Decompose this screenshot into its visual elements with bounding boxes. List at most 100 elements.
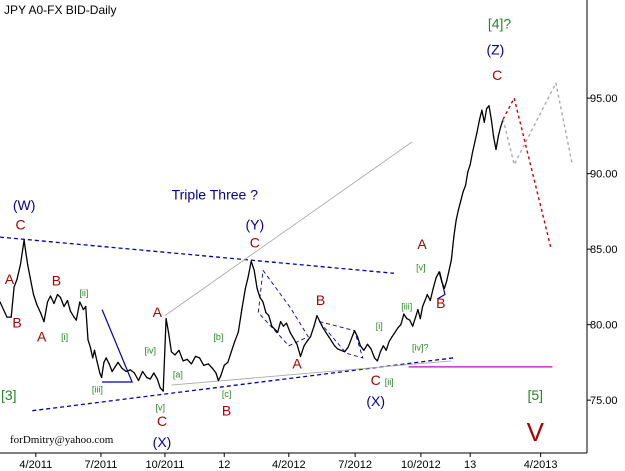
price-point	[493, 136, 495, 138]
wave-label: [iv]?	[412, 342, 429, 352]
price-point	[474, 141, 476, 143]
price-point	[220, 375, 222, 377]
price-point	[500, 126, 502, 128]
x-tick-label: 13	[464, 459, 476, 471]
price-point	[73, 316, 75, 318]
wave-label: (Y)	[245, 217, 264, 233]
price-point	[16, 278, 18, 280]
wave-label: B	[436, 295, 445, 311]
wave-label: [i]	[61, 332, 68, 342]
price-point	[347, 346, 349, 348]
price-point	[450, 259, 452, 261]
wave-label: B	[316, 292, 325, 308]
price-point	[13, 286, 15, 288]
wave-label: [5]	[528, 387, 544, 403]
price-point	[382, 345, 384, 347]
y-tick-label: 80.00	[590, 320, 618, 332]
series-layer	[0, 82, 573, 392]
price-point	[316, 315, 318, 317]
price-point	[32, 293, 35, 296]
price-point	[253, 269, 255, 271]
price-point	[426, 293, 428, 296]
y-tick-label: 90.00	[590, 169, 618, 181]
forecast-alt-series	[502, 82, 573, 166]
price-point	[93, 349, 96, 351]
x-tick-label: 4/2012	[272, 459, 306, 471]
wave-label: C	[157, 413, 167, 429]
price-point	[344, 351, 346, 353]
price-point	[66, 299, 69, 302]
price-point	[237, 331, 239, 333]
price-point	[217, 379, 219, 382]
price-point	[256, 287, 258, 289]
price-point	[43, 321, 45, 323]
price-point	[129, 369, 131, 371]
price-point	[455, 219, 457, 222]
price-point	[409, 319, 411, 321]
price-point	[388, 340, 390, 342]
price-point	[497, 135, 499, 137]
price-point	[356, 336, 359, 338]
price-point	[149, 378, 151, 380]
price-point	[96, 360, 98, 362]
price-point	[285, 322, 288, 324]
x-tick-label: 7/2012	[338, 459, 372, 471]
price-point	[438, 271, 440, 273]
wave-label: C	[371, 372, 381, 388]
price-point	[25, 251, 27, 253]
price-point	[262, 301, 264, 303]
price-point	[162, 390, 164, 392]
price-point	[199, 357, 201, 359]
price-point	[92, 357, 94, 359]
price-point	[89, 346, 91, 348]
price-point	[19, 263, 22, 265]
price-point	[153, 372, 155, 374]
price-point	[385, 349, 387, 351]
price-point	[306, 340, 308, 342]
price-point	[79, 301, 81, 303]
channel-line-5	[257, 270, 309, 347]
price-point	[370, 348, 372, 350]
price-point	[406, 318, 408, 320]
price-point	[0, 301, 1, 303]
price-point	[259, 296, 261, 299]
x-tick-label: 12	[218, 459, 230, 471]
price-point	[23, 239, 25, 241]
x-tick-label: 4/2013	[524, 459, 558, 471]
price-point	[182, 360, 184, 362]
price-point	[215, 372, 217, 374]
price-point	[476, 130, 478, 132]
price-point	[170, 351, 172, 353]
price-point	[441, 281, 443, 283]
price-point	[319, 321, 321, 323]
price-point	[2, 309, 5, 311]
price-point	[292, 337, 295, 339]
price-point	[133, 372, 135, 374]
price-point	[351, 337, 353, 339]
y-tick-label: 85.00	[590, 244, 618, 256]
price-point	[99, 372, 101, 374]
chart-title: JPY A0-FX BID-Daily	[4, 3, 116, 17]
price-point	[419, 318, 421, 320]
price-point	[289, 331, 291, 333]
wave-label: C	[492, 67, 502, 83]
wave-label: (X)	[153, 434, 172, 450]
price-point	[490, 118, 492, 120]
price-point	[194, 355, 197, 357]
price-point	[376, 360, 378, 362]
wave-label: (X)	[366, 393, 385, 409]
price-point	[159, 387, 161, 389]
price-point	[328, 336, 330, 338]
price-point	[432, 287, 434, 289]
price-point	[59, 296, 62, 299]
wave-label: [v]	[156, 403, 166, 413]
price-point	[340, 349, 342, 351]
price-point	[481, 109, 483, 111]
price-point	[483, 121, 485, 123]
price-point	[394, 331, 396, 333]
price-point	[39, 312, 42, 314]
wave-label: [b]	[213, 332, 223, 342]
price-point	[322, 327, 324, 329]
price-point	[422, 305, 424, 308]
price-point	[75, 319, 77, 321]
